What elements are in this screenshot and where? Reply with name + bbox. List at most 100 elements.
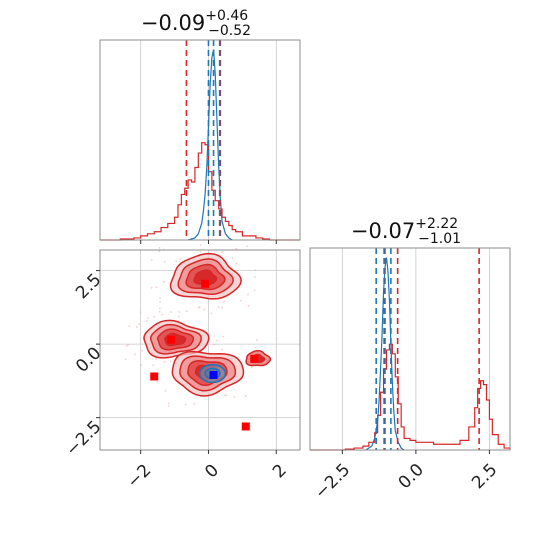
contour-level-3	[193, 269, 218, 286]
param1-marginal-panel	[99, 39, 301, 244]
sample-point	[231, 257, 234, 259]
sample-point	[155, 358, 158, 360]
sample-point	[210, 312, 213, 315]
title-minus: −0.52	[208, 23, 251, 39]
sample-point	[235, 262, 238, 265]
mode-marker	[201, 279, 210, 288]
title-value: −0.09	[141, 11, 205, 35]
title-plus: +0.46	[205, 8, 248, 24]
sample-point	[247, 293, 249, 296]
sample-point	[213, 343, 216, 346]
axes-frame	[309, 247, 511, 451]
sample-point	[177, 315, 180, 318]
sample-point	[179, 258, 182, 261]
title-value: −0.07	[351, 219, 415, 243]
sample-point	[163, 360, 166, 363]
sample-point	[223, 394, 226, 397]
mode-marker	[167, 335, 176, 344]
param2-marginal-title: −0.07+2.22 −1.01	[351, 216, 461, 247]
sample-point	[193, 402, 196, 405]
joint-contour-panel: −2 0 2−2.50.02.5	[62, 244, 301, 492]
sample-point	[253, 289, 256, 292]
sample-point	[153, 315, 156, 318]
sample-point	[254, 269, 257, 272]
x-tick-label: 0.0	[395, 460, 428, 493]
sample-point	[254, 276, 256, 278]
histogram-series-1	[187, 49, 233, 241]
sample-point	[240, 299, 242, 302]
sample-point	[192, 325, 195, 328]
x-tick-label: 2.5	[468, 460, 501, 493]
param1-marginal-title: −0.09+0.46 −0.52	[141, 8, 251, 39]
x-tick-label: 0	[201, 460, 223, 482]
sample-point	[250, 366, 253, 369]
sample-point	[146, 317, 149, 319]
sample-point	[128, 325, 131, 327]
sample-point	[197, 307, 200, 309]
sample-point	[140, 364, 143, 367]
sample-point	[163, 260, 166, 263]
plot-area	[100, 40, 300, 240]
sample-point	[156, 380, 159, 383]
sample-point	[124, 358, 127, 361]
sample-point	[175, 260, 178, 262]
sample-point	[169, 360, 172, 363]
sample-point	[159, 300, 161, 303]
sample-point	[233, 396, 236, 398]
sample-point	[137, 323, 140, 326]
sample-point	[125, 345, 128, 347]
sample-point	[158, 310, 161, 313]
sample-point	[223, 300, 226, 303]
sample-point	[164, 389, 167, 392]
sample-point	[235, 247, 238, 250]
sample-point	[221, 306, 224, 309]
sample-point	[167, 404, 170, 407]
sample-point	[215, 339, 218, 342]
sample-point	[221, 250, 224, 253]
sample-point	[203, 308, 206, 311]
x-tick-label: −2	[123, 460, 155, 492]
sample-point	[168, 402, 170, 405]
sample-point	[158, 246, 161, 249]
sample-point	[152, 364, 155, 367]
sample-point	[222, 335, 225, 338]
histogram-series-0	[310, 343, 511, 451]
sample-point	[199, 250, 202, 253]
sample-point	[225, 394, 228, 397]
histogram-series-0	[100, 142, 300, 241]
histogram-series-1	[365, 257, 405, 451]
x-tick-label: 2	[269, 460, 291, 482]
sample-point	[139, 311, 142, 314]
sample-point	[221, 348, 224, 351]
axes-frame	[99, 249, 301, 451]
param2-marginal-panel: −2.5 0.0 2.5	[309, 247, 511, 503]
sample-point	[255, 339, 258, 342]
sample-point	[217, 306, 220, 309]
sample-point	[170, 311, 173, 313]
truth-marker	[209, 371, 218, 379]
mode-marker	[250, 354, 259, 363]
sample-point	[159, 297, 162, 300]
sample-point	[127, 343, 129, 346]
sample-point	[141, 349, 144, 352]
x-tick-label: −2.5	[311, 460, 354, 503]
sample-point	[163, 280, 165, 283]
sample-point	[158, 307, 161, 310]
sample-point	[247, 304, 250, 307]
sample-point	[158, 250, 161, 253]
sample-point	[244, 395, 247, 397]
sample-point	[155, 286, 158, 289]
sample-point	[135, 326, 138, 328]
plot-area	[310, 248, 510, 450]
axes-frame	[99, 39, 301, 241]
y-tick-label: −2.5	[62, 417, 105, 460]
sample-point	[178, 311, 181, 313]
sample-point	[254, 346, 257, 349]
mode-marker	[150, 372, 159, 381]
mode-marker	[241, 422, 250, 431]
title-minus: −1.01	[418, 231, 461, 247]
sample-point	[184, 403, 187, 406]
sample-point	[150, 286, 153, 289]
sample-point	[185, 310, 188, 313]
